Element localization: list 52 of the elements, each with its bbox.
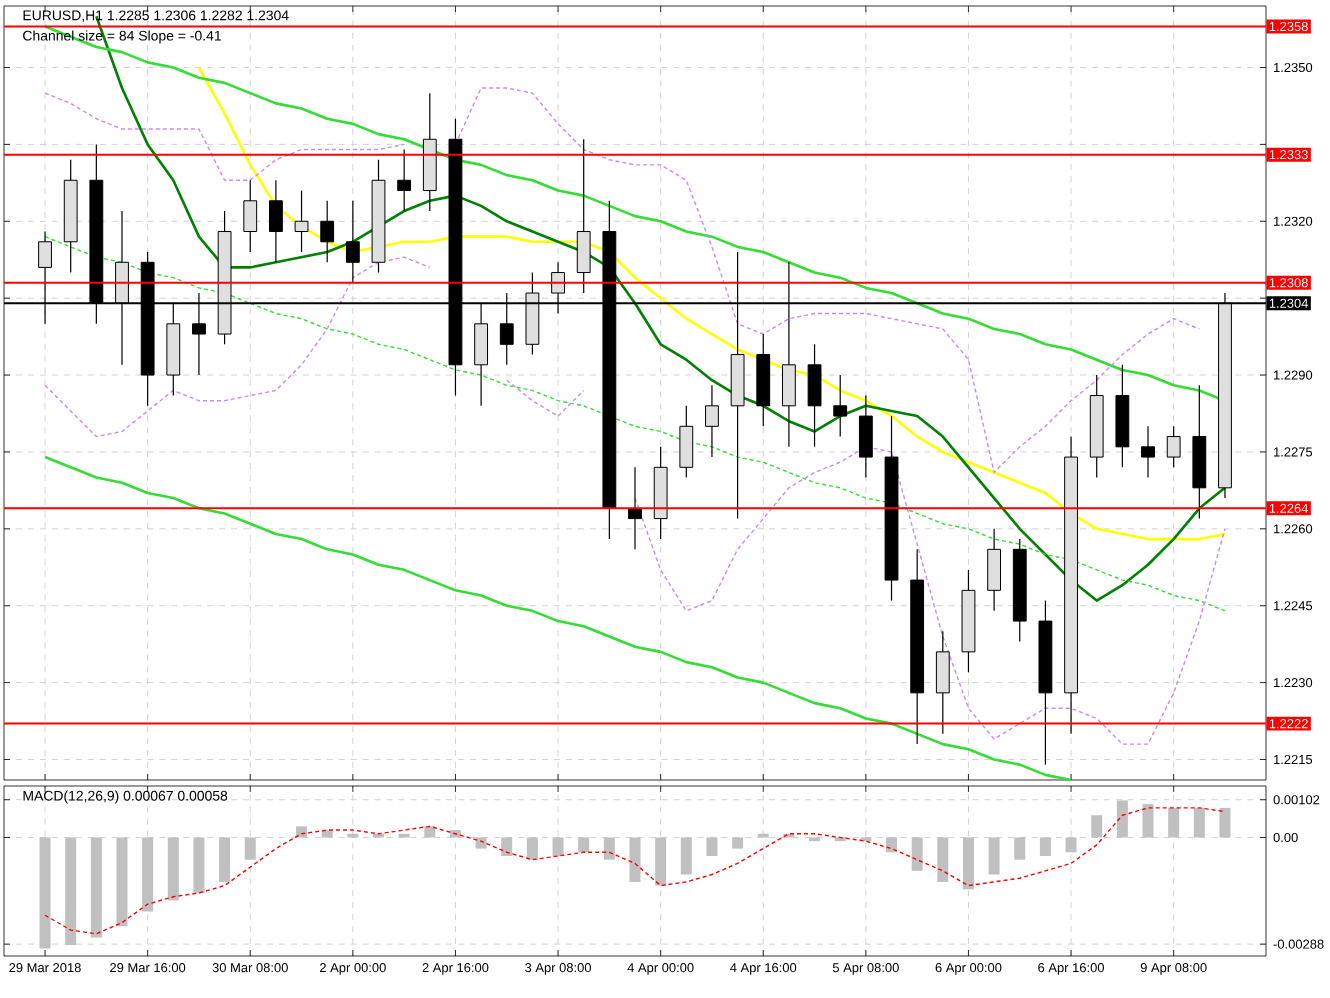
bar — [655, 837, 667, 886]
bar — [167, 837, 179, 901]
line-series — [44, 235, 1226, 612]
candlestick — [268, 179, 283, 263]
bar — [193, 837, 205, 894]
bar — [116, 837, 128, 927]
bar — [1065, 837, 1077, 853]
bar — [90, 837, 102, 938]
bar — [1039, 837, 1051, 856]
candlestick — [1141, 425, 1155, 479]
bar — [732, 837, 744, 849]
bar — [1014, 837, 1026, 860]
candlestick — [858, 394, 873, 479]
bar — [142, 837, 154, 912]
bar — [475, 837, 487, 849]
bar — [1193, 807, 1205, 838]
bar — [680, 837, 692, 875]
bar — [1168, 807, 1180, 838]
bar — [962, 837, 974, 890]
bar — [424, 826, 436, 838]
bar — [296, 826, 308, 838]
bar — [988, 837, 1000, 875]
candlestick — [705, 384, 719, 458]
candlestick — [679, 405, 694, 479]
candlestick — [345, 200, 360, 284]
bar — [244, 837, 256, 860]
line-series — [43, 455, 1073, 782]
bar — [629, 837, 641, 882]
bar — [911, 837, 923, 871]
candlestick — [807, 343, 822, 448]
candlestick — [628, 466, 642, 550]
bar — [1091, 815, 1103, 838]
candlestick — [294, 189, 309, 253]
bar — [501, 837, 513, 856]
bar — [937, 837, 949, 882]
candlestick — [243, 179, 258, 253]
candlestick — [833, 374, 848, 438]
candlestick — [397, 148, 412, 212]
bar — [526, 837, 538, 860]
candlestick — [576, 138, 591, 294]
bar — [219, 837, 231, 882]
candlestick — [320, 200, 335, 263]
candlestick — [1166, 425, 1181, 468]
bar — [706, 837, 718, 856]
bar — [886, 837, 898, 853]
bar — [603, 837, 615, 860]
candlestick — [935, 630, 950, 735]
bar — [552, 837, 564, 856]
bar — [578, 837, 590, 853]
bar — [1142, 804, 1154, 838]
candlestick — [987, 528, 1002, 612]
bar — [1219, 807, 1231, 838]
